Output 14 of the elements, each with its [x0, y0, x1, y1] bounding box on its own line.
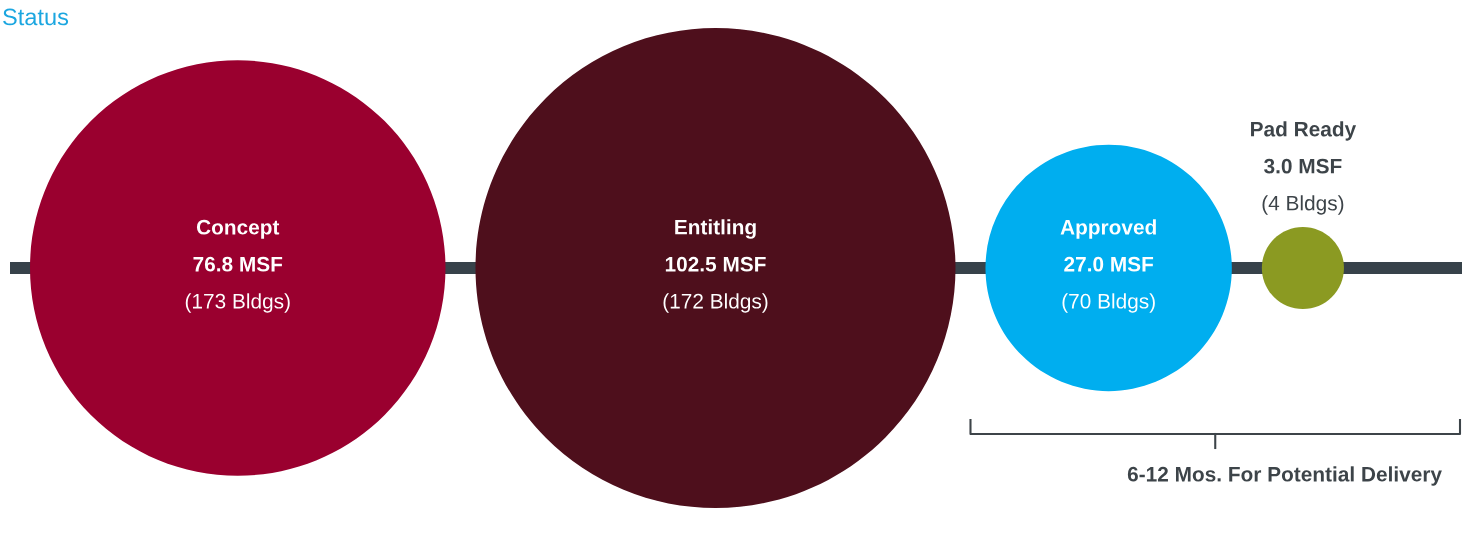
- text: (173 Bldgs): [185, 293, 290, 313]
- data-label: 102.5 MSF: [665, 256, 766, 272]
- text: 6-12 Mos. For Potential Delivery: [1127, 466, 1442, 486]
- data-label: 76.8 MSF: [193, 256, 283, 272]
- text: (172 Bldgs): [663, 293, 768, 313]
- category-label: Entitling: [675, 219, 756, 239]
- category-label: Concept: [196, 219, 280, 239]
- text: Status: [3, 8, 69, 26]
- category-label: Pad Ready: [1251, 121, 1357, 141]
- data-label: 3.0 MSF: [1264, 158, 1342, 174]
- text: (70 Bldgs): [1062, 293, 1155, 313]
- category-label: Approved: [1060, 219, 1156, 239]
- data-label: 27.0 MSF: [1064, 256, 1154, 272]
- text: (4 Bldgs): [1262, 195, 1344, 215]
